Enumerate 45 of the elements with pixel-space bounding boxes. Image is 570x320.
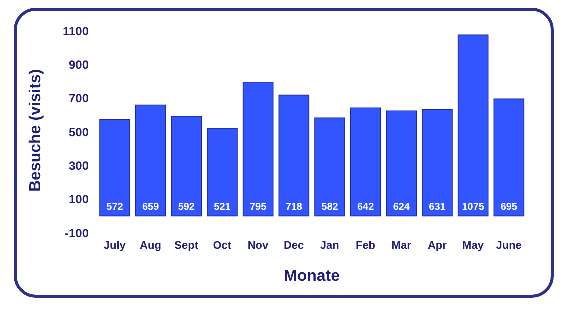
x-tick-label: July [104,240,127,252]
data-label: 718 [286,202,303,214]
x-tick-label: Jan [320,240,340,252]
bar [422,110,453,217]
y-tick-label: 300 [68,158,90,173]
data-label: 659 [142,202,160,214]
x-tick-label: Apr [428,240,448,252]
x-tick-label: Mar [392,240,412,252]
x-tick-label: Sept [174,240,199,252]
x-tick-label: Aug [140,240,162,252]
data-label: 795 [250,202,268,214]
data-label: 631 [429,202,446,214]
x-tick-label: Oct [213,240,232,252]
data-label: 624 [393,202,410,214]
y-tick-label: 900 [68,58,90,72]
bar [207,128,238,217]
bar [278,94,310,217]
data-label: 572 [106,202,124,214]
bar [135,104,166,217]
y-tick-label: 100 [68,192,90,207]
data-label: 521 [214,202,232,214]
data-label: 582 [322,202,339,214]
bar [494,98,525,217]
data-label: 1075 [462,202,485,214]
bar [314,118,346,217]
data-label: 592 [178,202,196,214]
y-tick-label: 1100 [62,24,90,38]
bar [171,116,202,217]
bar [350,108,382,217]
data-label: 642 [357,202,375,214]
x-axis-title: Monate [284,268,340,285]
x-tick-label: May [462,240,485,252]
bar [386,110,418,217]
bar [242,82,274,217]
y-tick-label: -100 [64,226,90,240]
y-axis-title: Besuche (visits) [28,69,45,192]
data-label: 695 [500,202,518,214]
x-tick-label: June [496,240,522,252]
x-tick-label: Dec [284,240,304,252]
bar [100,119,130,217]
bar [458,34,489,217]
x-tick-label: Feb [356,240,376,252]
y-tick-label: 500 [68,125,90,140]
x-tick-label: Nov [248,240,270,252]
y-tick-label: 700 [68,92,90,106]
